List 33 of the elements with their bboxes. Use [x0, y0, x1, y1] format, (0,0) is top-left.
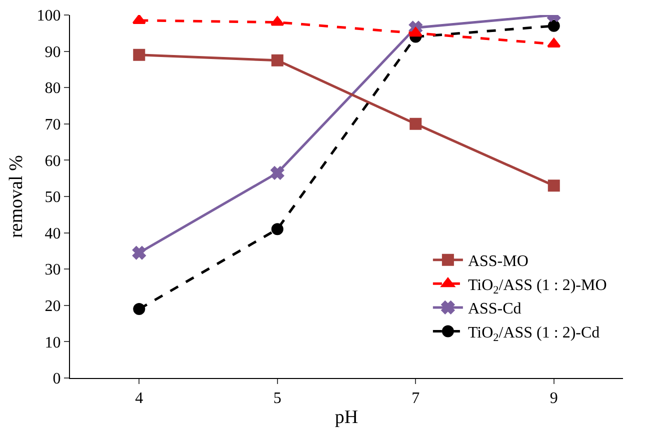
y-tick-label: 100: [36, 8, 61, 25]
point: [133, 303, 146, 316]
y-tick-label: 40: [44, 225, 61, 242]
y-tick-label: 90: [44, 44, 61, 61]
y-tick-label: 60: [44, 152, 61, 170]
point: [133, 48, 146, 61]
x-tick-label: 9: [550, 390, 558, 408]
point: [408, 27, 422, 37]
point: [548, 20, 560, 32]
point: [548, 180, 560, 192]
y-tick-label: 0: [52, 370, 61, 388]
point: [132, 246, 146, 260]
point: [271, 223, 284, 236]
x-tick-label: 5: [273, 390, 282, 408]
point: [410, 118, 422, 130]
y-tick-label: 80: [44, 80, 61, 98]
y-tick-label: 50: [44, 189, 61, 206]
y-axis-title: removal %: [6, 154, 27, 238]
y-tick-label: 20: [44, 298, 61, 315]
x-axis-title: pH: [334, 407, 358, 428]
point: [270, 166, 284, 180]
legend-label: TiO$_{2}$/ASS (1 : 2)-MO: [468, 276, 607, 296]
x-tick-label: 4: [135, 390, 144, 408]
legend-label: ASS-Cd: [468, 300, 522, 318]
point: [271, 54, 284, 66]
point: [547, 38, 561, 48]
y-tick-label: 70: [44, 116, 61, 134]
y-tick-label: 30: [44, 262, 61, 279]
y-tick-label: 10: [44, 334, 61, 352]
legend-label: TiO$_{2}$/ASS (1 : 2)-Cd: [468, 324, 600, 344]
x-tick-label: 7: [412, 390, 420, 408]
legend-label: ASS-MO: [468, 253, 528, 270]
point: [270, 16, 284, 26]
